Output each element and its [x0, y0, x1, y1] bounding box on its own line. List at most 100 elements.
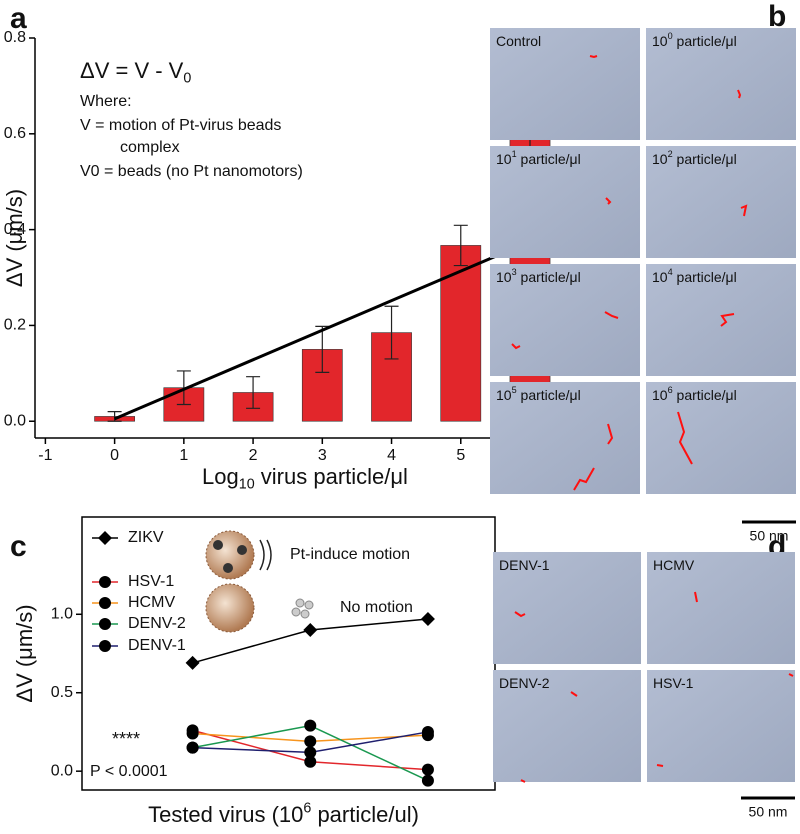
x-tick-label: 1: [179, 447, 188, 464]
y-tick-label: 1.0: [51, 605, 73, 622]
particle-track: [656, 764, 664, 767]
particle-track: [677, 411, 693, 465]
marker: [420, 611, 435, 626]
particle-track: [605, 197, 612, 205]
legend-label: HCMV: [128, 594, 175, 611]
tile-label-part: 10: [496, 151, 512, 167]
tile-label-sup: 3: [512, 268, 517, 278]
tile-label-part: particle/μl: [673, 33, 737, 49]
tile-label-part: 10: [652, 387, 668, 403]
legend-label: ZIKV: [128, 529, 164, 546]
marker: [421, 725, 434, 738]
y-tick-label: 0.0: [51, 762, 73, 779]
x-tick-label: 0: [110, 447, 119, 464]
note: V = motion of Pt-virus beads: [80, 117, 281, 134]
tile-label-part: HSV-1: [653, 675, 694, 691]
particle-track: [737, 89, 742, 99]
tile-label-part: Control: [496, 33, 541, 49]
particle-track: [520, 779, 526, 783]
marker: [304, 746, 317, 759]
legend-label: DENV-2: [128, 615, 186, 632]
tile-label-sup: 4: [668, 268, 673, 278]
particle-track: [788, 673, 794, 677]
marker: [186, 741, 199, 754]
tile-label-sup: 1: [512, 150, 517, 160]
nanomotor-illustration: [205, 530, 314, 633]
tile-label-part: 10: [652, 151, 668, 167]
scale-bar-label: 50 nm: [750, 528, 789, 544]
particle-track: [604, 311, 619, 319]
x-axis-label-part: virus particle/μl: [255, 464, 408, 489]
bar: [440, 245, 482, 422]
annotation: P < 0.0001: [90, 763, 168, 780]
micrograph-tile: [493, 552, 641, 664]
legend-marker: [98, 531, 112, 545]
tile-label: DENV-1: [499, 557, 550, 573]
micrograph-tile: [490, 264, 640, 376]
tile-label-part: 10: [496, 387, 512, 403]
micrograph-tile: [490, 28, 640, 140]
particle-track: [511, 343, 521, 350]
micrograph-tile: [490, 146, 640, 258]
tile-label-part: particle/μl: [517, 151, 581, 167]
legend-marker: [99, 640, 111, 652]
panel-letter: a: [10, 2, 27, 35]
equation: ΔV = V - V0: [80, 58, 191, 87]
tile-label-sup: 5: [512, 386, 517, 396]
particle-track: [570, 691, 578, 697]
marker: [185, 655, 200, 670]
y-tick-label: 0.4: [4, 221, 26, 238]
tile-label: 104 particle/μl: [652, 268, 737, 285]
tile-label-sup: 0: [668, 32, 673, 42]
y-tick-label: 0.8: [4, 29, 26, 46]
tile-label-part: 10: [496, 269, 512, 285]
tile-label: 106 particle/μl: [652, 386, 737, 403]
micrograph-tile: [490, 382, 640, 494]
tile-label-sup: 6: [668, 386, 673, 396]
tile-label: 102 particle/μl: [652, 150, 737, 167]
tile-label-part: DENV-1: [499, 557, 550, 573]
x-tick-label: 5: [456, 447, 465, 464]
micrograph-tile: [647, 670, 795, 782]
particle-track: [573, 467, 595, 491]
x-tick-label: 3: [318, 447, 327, 464]
equation-part: ΔV = V - V: [80, 58, 184, 83]
tile-label-part: DENV-2: [499, 675, 550, 691]
tile-label: HCMV: [653, 557, 695, 573]
x-axis-label-part: Tested virus (10: [148, 802, 303, 827]
error-bar: [246, 376, 261, 409]
tile-label-part: particle/μl: [517, 269, 581, 285]
marker: [304, 719, 317, 732]
micrograph-tile: [646, 28, 796, 140]
x-axis-label-part: particle/ul): [311, 802, 419, 827]
marker: [304, 755, 317, 768]
tile-label-part: particle/μl: [673, 387, 737, 403]
note: complex: [120, 139, 180, 156]
x-axis-label-part: Log: [202, 464, 239, 489]
x-tick-label: 4: [387, 447, 396, 464]
tile-label-sup: 2: [668, 150, 673, 160]
y-axis-label: ΔV (μm/s): [2, 189, 27, 287]
y-tick-label: 0.5: [51, 684, 73, 701]
tile-label: DENV-2: [499, 675, 550, 691]
legend-label: DENV-1: [128, 637, 186, 654]
tile-label: 101 particle/μl: [496, 150, 581, 167]
x-axis-label-sub: 10: [239, 476, 255, 492]
particle-track: [514, 611, 526, 618]
particle-track: [694, 591, 698, 603]
x-axis-label: Tested virus (106 particle/ul): [148, 800, 419, 827]
marker: [186, 727, 199, 740]
tile-label-part: HCMV: [653, 557, 695, 573]
micrograph-tile: [646, 382, 796, 494]
particle-track: [607, 423, 614, 445]
panel-letter: c: [10, 530, 27, 563]
tile-label-part: particle/μl: [673, 151, 737, 167]
y-tick-label: 0.0: [4, 412, 26, 429]
equation-sub: 0: [183, 70, 191, 86]
marker: [303, 622, 318, 637]
tile-label-part: particle/μl: [673, 269, 737, 285]
particle-track: [740, 204, 748, 217]
note: Where:: [80, 93, 132, 110]
x-axis-label: Log10 virus particle/μl: [202, 464, 408, 493]
